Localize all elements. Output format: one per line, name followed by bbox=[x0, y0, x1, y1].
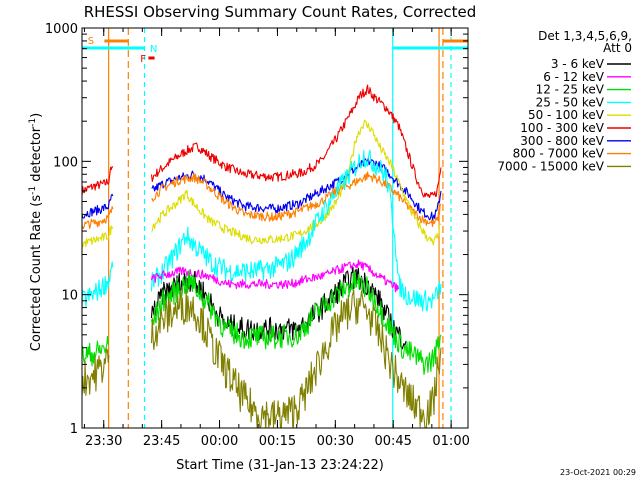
series-line-4 bbox=[82, 225, 114, 248]
plot-frame bbox=[81, 27, 469, 429]
x-tick-label: 23:30 bbox=[85, 434, 122, 449]
timestamp: 23-Oct-2021 00:29 bbox=[560, 468, 636, 477]
legend-header-detectors: Det 1,3,4,5,6,9, bbox=[538, 29, 632, 43]
y-tick-label: 1000 bbox=[45, 22, 78, 37]
legend-label: 3 - 6 keV bbox=[551, 57, 605, 71]
legend-label: 12 - 25 keV bbox=[536, 83, 605, 97]
series-line-3 bbox=[82, 261, 114, 308]
legend-label: 800 - 7000 keV bbox=[513, 147, 605, 161]
series-line-8 bbox=[82, 348, 110, 397]
x-axis-label: Start Time (31-Jan-13 23:24:22) bbox=[176, 458, 384, 473]
series-line-5 bbox=[150, 84, 442, 199]
x-tick-label: 01:00 bbox=[432, 434, 469, 449]
x-tick-label: 23:45 bbox=[143, 434, 180, 449]
legend-label: 6 - 12 keV bbox=[543, 70, 605, 84]
series-line-2 bbox=[150, 270, 442, 376]
series-line-3 bbox=[150, 149, 442, 312]
y-axis-label: Corrected Count Rate (s-1 detector-1) bbox=[28, 113, 44, 351]
legend-label: 50 - 100 keV bbox=[528, 108, 605, 122]
x-tick-label: 00:30 bbox=[317, 434, 354, 449]
x-tick-label: 00:15 bbox=[259, 434, 296, 449]
x-axis: 23:30 23:45 00:00 00:15 00:30 00:45 01:00 bbox=[83, 28, 470, 449]
y-tick-label: 10 bbox=[61, 289, 78, 304]
series-line-4 bbox=[151, 119, 442, 246]
legend-label: 300 - 800 keV bbox=[520, 134, 604, 148]
series-line-2 bbox=[82, 335, 110, 367]
plot-area: S NF bbox=[81, 27, 469, 429]
x-tick-label: 00:45 bbox=[374, 434, 411, 449]
night-label: N bbox=[150, 44, 157, 55]
legend-label: 25 - 50 keV bbox=[536, 95, 605, 109]
saa-label: S bbox=[88, 36, 94, 47]
flare-label: F bbox=[140, 54, 146, 65]
y-axis: 1 10 100 1000 bbox=[45, 22, 468, 437]
x-tick-label: 00:00 bbox=[201, 434, 238, 449]
y-tick-label: 1 bbox=[70, 422, 78, 437]
series-line-7 bbox=[82, 205, 114, 230]
legend-label: 100 - 300 keV bbox=[520, 121, 604, 135]
series-line-6 bbox=[82, 193, 114, 219]
series-line-5 bbox=[82, 166, 114, 196]
series-line-7 bbox=[151, 171, 442, 227]
plot-content bbox=[82, 28, 468, 428]
legend-label: 7000 - 15000 keV bbox=[497, 159, 604, 173]
y-tick-label: 100 bbox=[53, 155, 78, 170]
series-line-8 bbox=[150, 288, 442, 428]
chart-title: RHESSI Observing Summary Count Rates, Co… bbox=[84, 3, 477, 21]
legend-header-attenuator: Att 0 bbox=[603, 41, 632, 55]
